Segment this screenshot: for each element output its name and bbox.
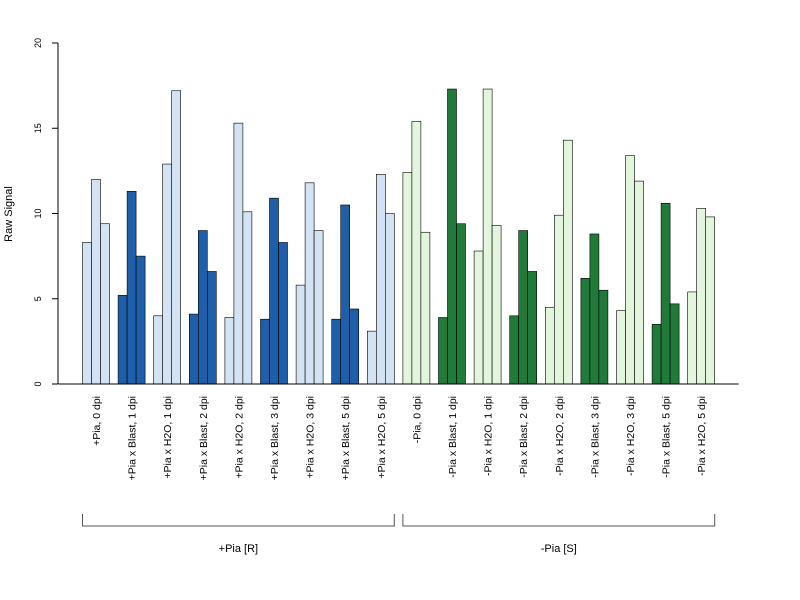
bar xyxy=(207,271,217,385)
bar xyxy=(669,303,680,385)
y-tick-label: 10 xyxy=(33,208,43,218)
bar xyxy=(162,163,172,385)
bar xyxy=(304,182,315,385)
x-tick-label: +Pia x H2O, 2 dpi xyxy=(233,396,245,479)
bar xyxy=(518,230,529,385)
y-tick-label: 5 xyxy=(33,296,43,301)
group-brackets: +Pia [R] -Pia [S] xyxy=(82,514,716,555)
x-tick-label: -Pia x H2O, 3 dpi xyxy=(625,396,637,476)
y-tick-label: 15 xyxy=(33,123,43,133)
bar xyxy=(100,223,110,385)
bar xyxy=(544,306,555,385)
x-tick-label: -Pia x Blast, 1 dpi xyxy=(447,396,459,478)
bars xyxy=(82,88,716,385)
bar xyxy=(153,315,163,385)
group-label: -Pia [S] xyxy=(541,543,577,555)
group-bracket xyxy=(82,514,395,527)
bar xyxy=(456,223,466,385)
x-tick-label: -Pia, 0 dpi xyxy=(411,396,423,443)
bar xyxy=(82,242,92,385)
bar xyxy=(366,330,377,385)
x-tick-label: -Pia x Blast, 5 dpi xyxy=(661,396,673,478)
x-tick-label: +Pia x Blast, 2 dpi xyxy=(198,396,210,480)
x-tick-label: -Pia x H2O, 5 dpi xyxy=(696,396,708,476)
bar xyxy=(598,289,609,385)
bar xyxy=(135,255,146,385)
y-axis-label: Raw Signal xyxy=(3,186,15,242)
bar xyxy=(447,88,457,385)
bar xyxy=(491,225,502,385)
bar xyxy=(687,291,698,385)
x-tick-label: -Pia x H2O, 1 dpi xyxy=(483,396,495,476)
x-tick-label: +Pia x H2O, 1 dpi xyxy=(162,396,174,479)
bar xyxy=(634,180,644,385)
bar xyxy=(527,271,538,385)
bar xyxy=(260,318,270,385)
bar xyxy=(402,172,413,385)
group-bracket xyxy=(402,514,716,527)
bar xyxy=(126,191,137,385)
bar xyxy=(553,214,564,385)
bar xyxy=(438,317,448,385)
bar xyxy=(349,308,360,385)
x-tick-labels: +Pia, 0 dpi +Pia x Blast, 1 dpi +Pia x H2O… xyxy=(91,396,708,480)
bar xyxy=(589,233,600,385)
x-tick-label: -Pia x Blast, 3 dpi xyxy=(589,396,601,478)
bar xyxy=(625,155,635,385)
x-tick-label: +Pia x H2O, 3 dpi xyxy=(305,396,317,479)
y-tick-label: 20 xyxy=(33,38,43,48)
bar xyxy=(331,318,342,385)
x-tick-label: -Pia x H2O, 2 dpi xyxy=(554,396,566,476)
bar xyxy=(384,213,395,385)
bar xyxy=(696,208,707,385)
bar xyxy=(117,295,128,385)
bar xyxy=(171,90,181,385)
bar xyxy=(509,315,520,385)
bar xyxy=(660,202,671,385)
bar xyxy=(295,284,306,385)
bar xyxy=(224,317,235,385)
bar xyxy=(616,310,626,385)
y-tick-label: 0 xyxy=(33,381,43,386)
x-tick-label: +Pia, 0 dpi xyxy=(91,396,103,446)
bar xyxy=(313,230,324,385)
bar xyxy=(233,122,244,385)
bar xyxy=(242,211,253,385)
bar xyxy=(705,216,716,385)
bar xyxy=(198,230,208,385)
bar xyxy=(91,179,101,385)
x-tick-label: +Pia x Blast, 3 dpi xyxy=(269,396,281,480)
x-tick-label: +Pia x Blast, 5 dpi xyxy=(340,396,352,480)
x-tick-label: -Pia x Blast, 2 dpi xyxy=(518,396,530,478)
bar xyxy=(651,324,662,385)
bar xyxy=(562,139,573,385)
bar xyxy=(375,173,386,385)
y-axis: 0 5 10 15 20 xyxy=(33,38,59,387)
x-tick-label: +Pia x H2O, 5 dpi xyxy=(376,396,388,479)
bar xyxy=(189,313,199,385)
group-label: +Pia [R] xyxy=(219,543,258,555)
bar xyxy=(420,231,431,385)
bar xyxy=(473,250,484,385)
bar xyxy=(278,242,288,385)
bar xyxy=(340,204,351,385)
bar xyxy=(411,121,422,385)
bar xyxy=(269,197,279,385)
bar xyxy=(580,277,591,385)
bar xyxy=(482,88,493,385)
x-tick-label: +Pia x Blast, 1 dpi xyxy=(127,396,139,480)
